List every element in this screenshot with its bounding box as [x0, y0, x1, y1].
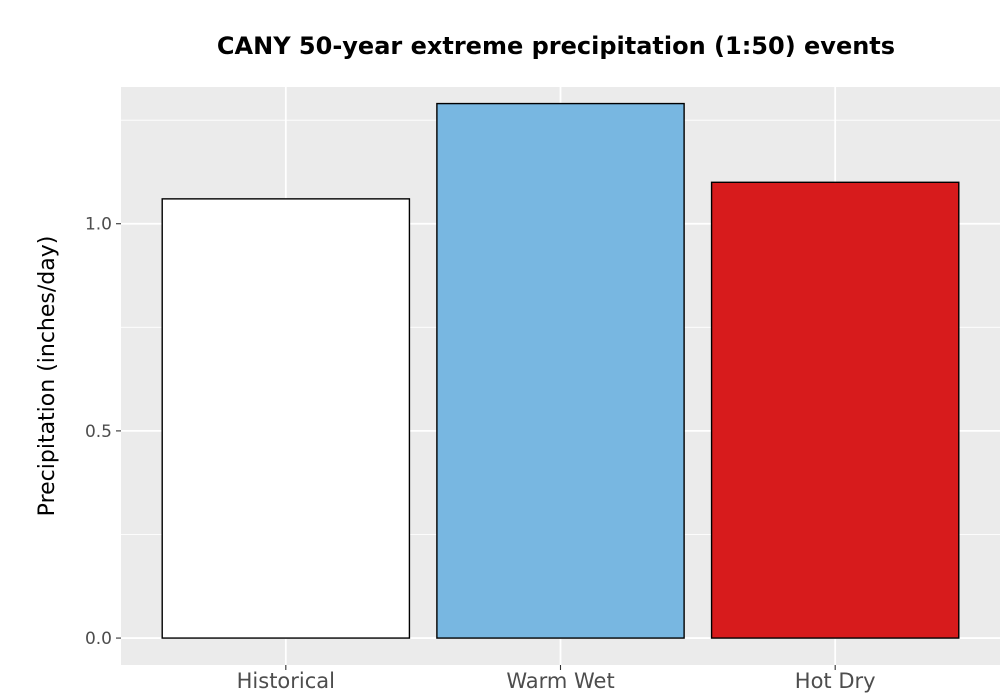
bar-warm-wet: [436, 102, 685, 639]
x-tick-label: Hot Dry: [795, 669, 876, 693]
y-tick-label: 0.5: [85, 422, 112, 442]
bar-hot-dry: [710, 181, 960, 639]
chart-title: CANY 50-year extreme precipitation (1:50…: [217, 32, 895, 60]
y-axis: 0.0 0.5 1.0: [85, 215, 121, 649]
bar-historical: [161, 198, 411, 639]
y-axis-title: Precipitation (inches/day): [35, 236, 60, 517]
y-tick-label: 0.0: [85, 629, 112, 649]
x-axis: Historical Warm Wet Hot Dry: [237, 665, 876, 693]
y-tick-label: 1.0: [85, 215, 112, 235]
x-tick-label: Warm Wet: [506, 669, 614, 693]
bar-layer: [161, 102, 960, 639]
x-tick-label: Historical: [237, 669, 335, 693]
